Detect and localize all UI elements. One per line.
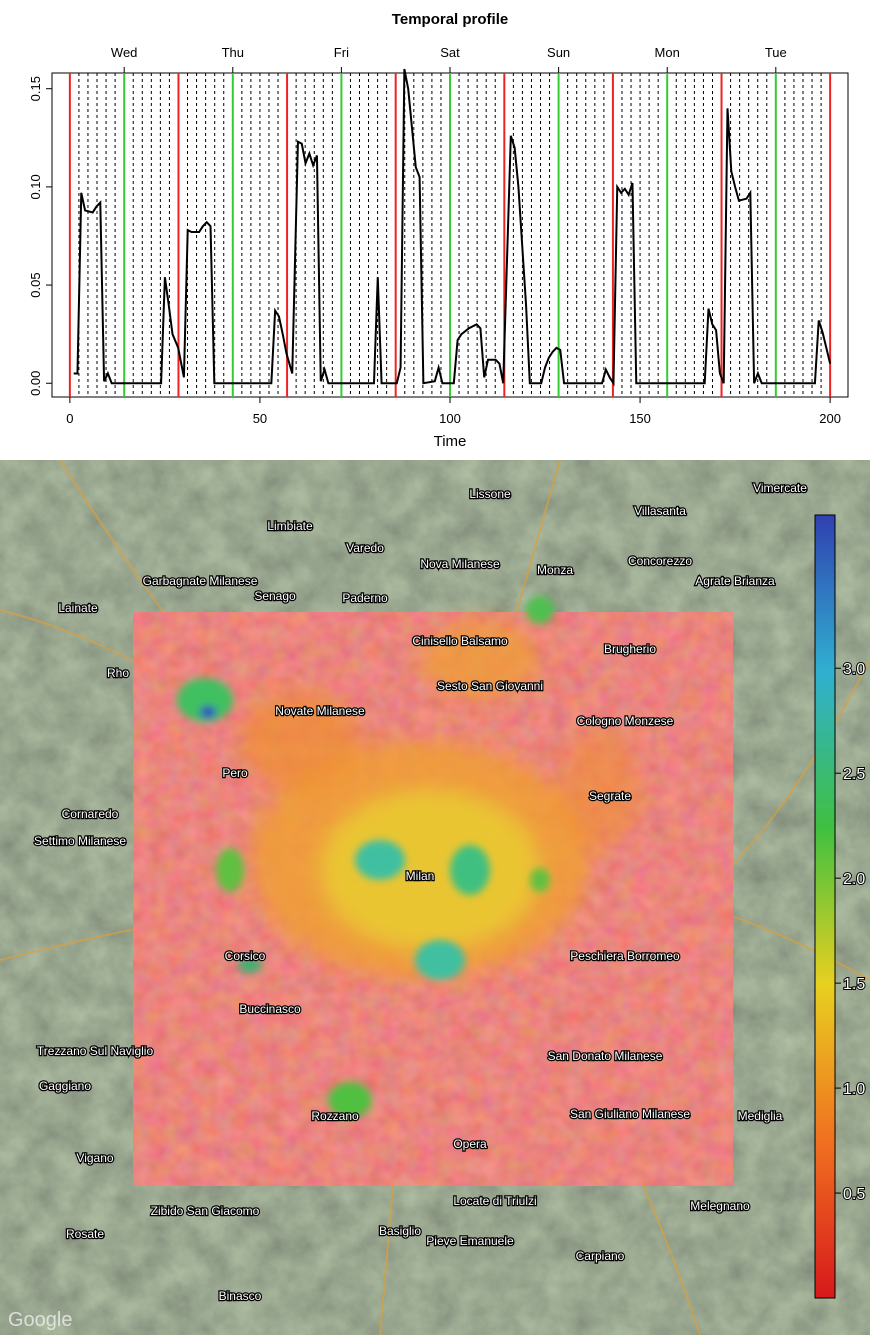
- place-label: Pero: [222, 766, 248, 780]
- x-tick-label: 100: [439, 411, 461, 426]
- colorbar-tick-label: 0.5: [843, 1186, 865, 1203]
- place-label: Basiglio: [379, 1224, 421, 1238]
- x2-tick-label: Sat: [440, 45, 460, 60]
- place-label: Vigano: [76, 1151, 113, 1165]
- place-label: Garbagnate Milanese: [143, 574, 258, 588]
- place-label: Vimercate: [753, 481, 807, 495]
- place-label: Agrate Brianza: [695, 574, 775, 588]
- place-label: Corsico: [225, 949, 266, 963]
- colorbar-tick-label: 1.5: [843, 976, 865, 993]
- place-label: Segrate: [589, 789, 631, 803]
- x2-tick-label: Wed: [111, 45, 138, 60]
- map-attribution: Google: [8, 1309, 73, 1331]
- place-label: Sesto San Giovanni: [437, 679, 543, 693]
- place-label: Binasco: [219, 1289, 262, 1303]
- place-label: Carpiano: [576, 1249, 625, 1263]
- place-label: San Giuliano Milanese: [570, 1107, 690, 1121]
- place-label: San Donato Milanese: [548, 1049, 663, 1063]
- place-label: Cinisello Balsamo: [412, 634, 508, 648]
- place-label: Rozzano: [311, 1109, 359, 1123]
- line-chart: Temporal profile Time Wed Thu Fri Sat Sun Mon…: [0, 0, 870, 460]
- colorbar-tick-label: 2.5: [843, 766, 865, 783]
- place-label: Pieve Emanuele: [426, 1234, 514, 1248]
- place-label: Melegnano: [690, 1199, 750, 1213]
- place-label: Villasanta: [634, 504, 686, 518]
- place-label: Cologno Monzese: [577, 714, 674, 728]
- x-tick-label: 50: [253, 411, 267, 426]
- x-axis-label: Time: [434, 433, 467, 450]
- place-label: Novate Milanese: [275, 704, 365, 718]
- place-label: Limbiate: [267, 519, 313, 533]
- place-label: Lainate: [58, 601, 98, 615]
- colorbar-tick-label: 3.0: [843, 661, 865, 678]
- place-label: Mediglia: [738, 1109, 783, 1123]
- place-label: Brugherio: [604, 642, 656, 656]
- x2-tick-label: Mon: [655, 45, 680, 60]
- map: Vimercate Lissone Villasanta Limbiate Varedo…: [0, 460, 870, 1335]
- y-tick-label: 0.00: [28, 371, 43, 396]
- x-tick-label: 0: [66, 411, 73, 426]
- place-label: Gaggiano: [39, 1079, 91, 1093]
- x2-tick-label: Fri: [334, 45, 349, 60]
- colorbar-tick-label: 2.0: [843, 871, 865, 888]
- place-label: Concorezzo: [628, 554, 692, 568]
- place-label: Trezzano Sul Naviglio: [37, 1044, 154, 1058]
- place-label: Rho: [107, 666, 129, 680]
- x-tick-label: 150: [629, 411, 651, 426]
- colorbar-tick-label: 1.0: [843, 1081, 865, 1098]
- place-label: Paderno: [342, 591, 388, 605]
- x-tick-label: 200: [819, 411, 841, 426]
- place-label: Varedo: [346, 541, 384, 555]
- place-label: Opera: [453, 1137, 487, 1151]
- chart-title: Temporal profile: [392, 11, 508, 28]
- x2-tick-label: Thu: [222, 45, 244, 60]
- colorbar-scale: [815, 515, 835, 1298]
- page: Temporal profile Time Wed Thu Fri Sat Sun Mon…: [0, 0, 870, 1335]
- place-label: Milan: [406, 869, 435, 883]
- place-label: Cornaredo: [62, 807, 119, 821]
- y-tick-label: 0.10: [28, 174, 43, 199]
- place-label: Senago: [254, 589, 296, 603]
- place-label: Peschiera Borromeo: [570, 949, 680, 963]
- place-label: Rosate: [66, 1227, 104, 1241]
- y-tick-label: 0.05: [28, 272, 43, 297]
- place-label: Lissone: [469, 487, 511, 501]
- x2-tick-label: Sun: [547, 45, 570, 60]
- place-label: Settimo Milanese: [34, 834, 126, 848]
- place-label: Monza: [537, 563, 573, 577]
- place-label: Locate di Triulzi: [453, 1194, 536, 1208]
- x2-tick-label: Tue: [765, 45, 787, 60]
- place-label: Buccinasco: [239, 1002, 301, 1016]
- place-label: Nova Milanese: [420, 557, 500, 571]
- y-tick-label: 0.15: [28, 76, 43, 101]
- place-label: Zibido San Giacomo: [151, 1204, 260, 1218]
